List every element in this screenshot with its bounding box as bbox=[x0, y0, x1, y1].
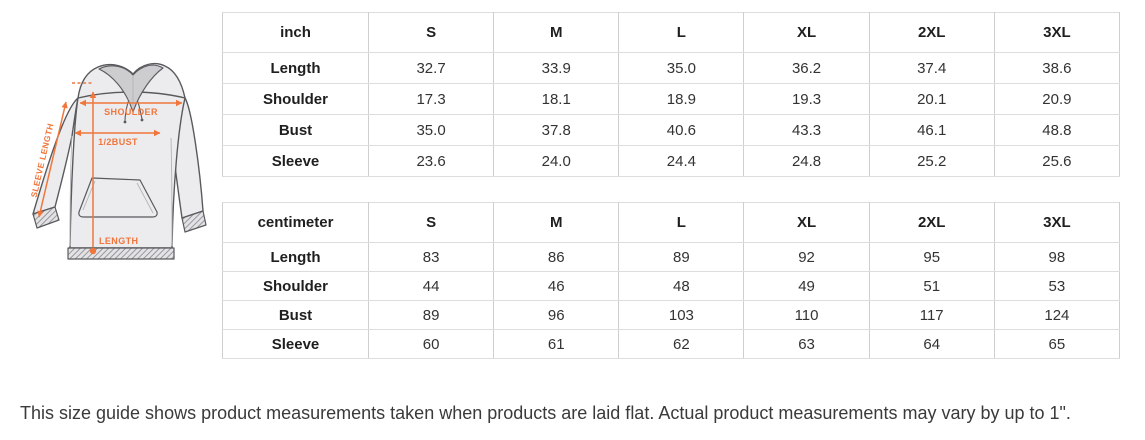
measurement-cell: 24.8 bbox=[743, 145, 870, 177]
table-row-shoulder: Shoulder 17.3 18.1 18.9 19.3 20.1 20.9 bbox=[222, 83, 1121, 115]
header-row: centimeter S M L XL 2XL 3XL bbox=[222, 202, 1121, 243]
measurement-cell: 46.1 bbox=[868, 114, 995, 146]
measurement-cell: 95 bbox=[868, 242, 995, 272]
size-header-xl: XL bbox=[743, 202, 870, 243]
right-cuff-rib bbox=[181, 210, 207, 233]
measurement-cell: 110 bbox=[743, 300, 870, 330]
hoodie-illustration: LENGTH SHOULDER 1/2BUST SLEEVE LENGTH bbox=[29, 62, 207, 260]
hood-lining bbox=[98, 64, 164, 113]
size-table-inch: inch S M L XL 2XL 3XL Length 32.7 33.9 3… bbox=[222, 12, 1121, 177]
hoodie-diagram: LENGTH SHOULDER 1/2BUST SLEEVE LENGTH bbox=[14, 48, 219, 286]
measurement-cell: 18.9 bbox=[618, 83, 745, 115]
row-label: Bust bbox=[222, 300, 369, 330]
measurement-cell: 24.0 bbox=[493, 145, 620, 177]
measurement-cell: 18.1 bbox=[493, 83, 620, 115]
measurement-cell: 48.8 bbox=[993, 114, 1121, 146]
measurement-cell: 46 bbox=[493, 271, 620, 301]
measurement-cell: 32.7 bbox=[367, 52, 495, 84]
measurement-cell: 51 bbox=[868, 271, 995, 301]
measurement-cell: 48 bbox=[618, 271, 745, 301]
measurement-cell: 65 bbox=[993, 329, 1121, 359]
measurement-cell: 25.2 bbox=[868, 145, 995, 177]
length-hem-dot bbox=[89, 247, 97, 255]
measurement-cell: 103 bbox=[618, 300, 745, 330]
size-header-s: S bbox=[367, 202, 495, 243]
measurement-cell: 43.3 bbox=[743, 114, 870, 146]
measurement-cell: 38.6 bbox=[993, 52, 1121, 84]
measurement-cell: 23.6 bbox=[367, 145, 495, 177]
measurement-cell: 44 bbox=[367, 271, 495, 301]
measurement-cell: 25.6 bbox=[993, 145, 1121, 177]
unit-header: centimeter bbox=[222, 202, 369, 243]
measurement-cell: 98 bbox=[993, 242, 1121, 272]
size-header-l: L bbox=[618, 202, 745, 243]
measurement-cell: 83 bbox=[367, 242, 495, 272]
size-header-l: L bbox=[618, 12, 745, 53]
length-label: LENGTH bbox=[99, 236, 138, 246]
measurement-cell: 20.1 bbox=[868, 83, 995, 115]
measurement-cell: 24.4 bbox=[618, 145, 745, 177]
hood bbox=[77, 62, 186, 124]
row-label: Shoulder bbox=[222, 83, 369, 115]
header-row: inch S M L XL 2XL 3XL bbox=[222, 12, 1121, 53]
size-header-m: M bbox=[493, 12, 620, 53]
measurement-cell: 40.6 bbox=[618, 114, 745, 146]
hem-rib bbox=[67, 247, 175, 260]
table-row-bust: Bust 89 96 103 110 117 124 bbox=[222, 300, 1121, 330]
table-row-shoulder: Shoulder 44 46 48 49 51 53 bbox=[222, 271, 1121, 301]
measurement-cell: 62 bbox=[618, 329, 745, 359]
row-label: Shoulder bbox=[222, 271, 369, 301]
measurement-cell: 17.3 bbox=[367, 83, 495, 115]
measurement-cell: 60 bbox=[367, 329, 495, 359]
row-label: Sleeve bbox=[222, 145, 369, 177]
measurement-cell: 37.8 bbox=[493, 114, 620, 146]
measurement-cell: 89 bbox=[618, 242, 745, 272]
measurement-cell: 124 bbox=[993, 300, 1121, 330]
half-bust-label: 1/2BUST bbox=[98, 137, 138, 147]
table-row-sleeve: Sleeve 60 61 62 63 64 65 bbox=[222, 329, 1121, 359]
size-header-2xl: 2XL bbox=[868, 12, 995, 53]
measurement-cell: 36.2 bbox=[743, 52, 870, 84]
measurement-cell: 86 bbox=[493, 242, 620, 272]
size-header-s: S bbox=[367, 12, 495, 53]
size-guide-note: This size guide shows product measuremen… bbox=[20, 403, 1071, 423]
measurement-cell: 37.4 bbox=[868, 52, 995, 84]
measurement-cell: 20.9 bbox=[993, 83, 1121, 115]
size-header-xl: XL bbox=[743, 12, 870, 53]
table-row-length: Length 83 86 89 92 95 98 bbox=[222, 242, 1121, 272]
row-label: Length bbox=[222, 242, 369, 272]
measurement-cell: 53 bbox=[993, 271, 1121, 301]
table-row-length: Length 32.7 33.9 35.0 36.2 37.4 38.6 bbox=[222, 52, 1121, 84]
shoulder-label: SHOULDER bbox=[104, 107, 158, 117]
measurement-cell: 49 bbox=[743, 271, 870, 301]
measurement-cell: 117 bbox=[868, 300, 995, 330]
table-row-sleeve: Sleeve 23.6 24.0 24.4 24.8 25.2 25.6 bbox=[222, 145, 1121, 177]
row-label: Bust bbox=[222, 114, 369, 146]
measurement-cell: 92 bbox=[743, 242, 870, 272]
row-label: Length bbox=[222, 52, 369, 84]
measurement-cell: 19.3 bbox=[743, 83, 870, 115]
measurement-cell: 61 bbox=[493, 329, 620, 359]
measurement-cell: 35.0 bbox=[618, 52, 745, 84]
table-row-bust: Bust 35.0 37.8 40.6 43.3 46.1 48.8 bbox=[222, 114, 1121, 146]
measurement-cell: 96 bbox=[493, 300, 620, 330]
size-header-3xl: 3XL bbox=[993, 202, 1121, 243]
sleeve-length-arrow bbox=[37, 101, 68, 218]
size-header-2xl: 2XL bbox=[868, 202, 995, 243]
measurement-cell: 35.0 bbox=[367, 114, 495, 146]
measurement-cell: 63 bbox=[743, 329, 870, 359]
size-header-3xl: 3XL bbox=[993, 12, 1121, 53]
measurement-cell: 89 bbox=[367, 300, 495, 330]
measurement-cell: 33.9 bbox=[493, 52, 620, 84]
row-label: Sleeve bbox=[222, 329, 369, 359]
measurement-cell: 64 bbox=[868, 329, 995, 359]
unit-header: inch bbox=[222, 12, 369, 53]
size-header-m: M bbox=[493, 202, 620, 243]
size-table-centimeter: centimeter S M L XL 2XL 3XL Length 83 86… bbox=[222, 202, 1121, 359]
